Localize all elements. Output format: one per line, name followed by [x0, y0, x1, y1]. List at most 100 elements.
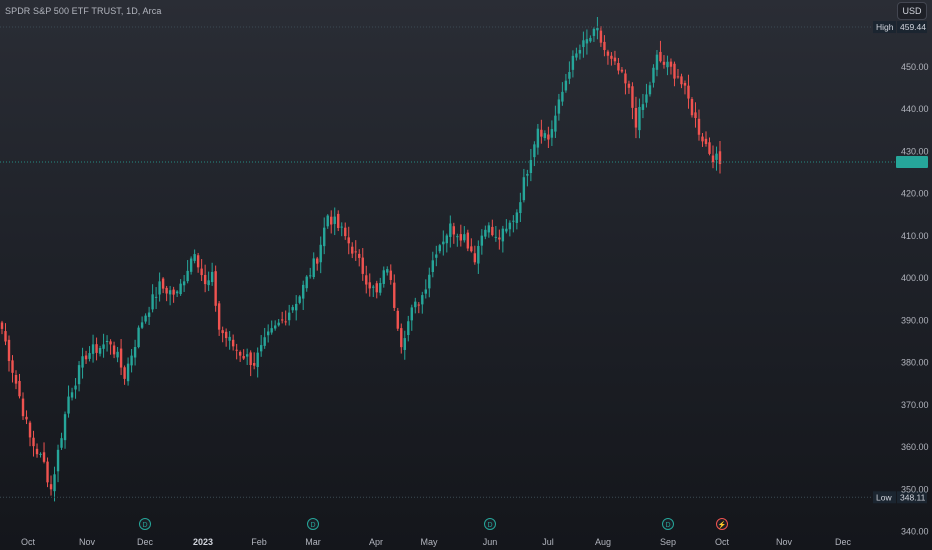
candlestick-series [0, 17, 722, 502]
candle-body [655, 54, 659, 70]
candle-body [596, 27, 599, 31]
event-marker-circle [716, 518, 728, 530]
candle [379, 277, 382, 296]
candle-body [515, 212, 519, 223]
candle [172, 286, 175, 303]
candle-body [519, 202, 522, 214]
candle-body [414, 301, 417, 308]
candle [53, 466, 56, 502]
candle-body [70, 392, 74, 398]
event-markers[interactable]: D D D D ⚡ [139, 518, 728, 530]
candle-body [42, 452, 46, 462]
candle-body [18, 380, 21, 397]
candle [326, 214, 329, 229]
candle [109, 339, 112, 355]
candle [91, 334, 95, 363]
currency-button[interactable]: USD [897, 2, 927, 20]
candle-body [28, 422, 32, 438]
candle-body [498, 237, 501, 240]
dividend-icon[interactable]: D [484, 518, 496, 530]
candle-body [291, 307, 294, 311]
candle [7, 335, 11, 372]
candle-body [648, 85, 652, 95]
candle [456, 233, 459, 247]
y-tick-label: 430.00 [901, 146, 929, 156]
candle-body [459, 234, 463, 241]
candle-body [295, 303, 298, 311]
candle [666, 55, 669, 76]
y-tick-label: 340.00 [901, 527, 929, 537]
y-tick-label: 440.00 [901, 104, 929, 114]
candle-body [501, 228, 505, 242]
candle [393, 274, 396, 311]
candle [463, 226, 466, 243]
lightning-icon[interactable]: ⚡ [716, 518, 728, 530]
candle [28, 420, 32, 447]
low-tag-label: Low [876, 492, 892, 502]
candle-body [687, 85, 690, 99]
candle-body [67, 396, 70, 414]
candle [46, 457, 49, 488]
candle [403, 330, 406, 360]
candle-body [102, 344, 105, 349]
candle-body [196, 255, 200, 268]
candle-body [14, 374, 18, 384]
candle [316, 256, 319, 271]
candle-body [161, 278, 165, 289]
y-tick-label: 450.00 [901, 62, 929, 72]
candle-body [298, 296, 301, 303]
candle [578, 44, 582, 60]
candle-body [245, 354, 249, 357]
candle [375, 280, 378, 299]
candle-body [673, 63, 676, 79]
candle [529, 148, 533, 182]
candle-body [361, 257, 364, 274]
candle [606, 49, 610, 65]
candle-body [238, 351, 242, 356]
candle [400, 323, 403, 354]
dividend-marker-circle [139, 518, 151, 530]
candle [407, 315, 410, 342]
candle-body [105, 340, 109, 342]
candle-body [309, 275, 312, 277]
candle-body [210, 271, 214, 283]
candle [49, 475, 53, 496]
candle [137, 325, 140, 349]
candle-body [662, 61, 666, 65]
price-level-lines: High 459.44 Low 348.11 [0, 21, 928, 504]
candle-body [578, 50, 582, 54]
candle [435, 245, 438, 267]
candle-body [259, 345, 263, 352]
candle [582, 31, 585, 58]
dividend-icon[interactable]: D [662, 518, 674, 530]
candle-body [273, 325, 277, 329]
dividend-icon[interactable]: D [307, 518, 319, 530]
price-axis[interactable]: 340.00 350.00 360.00 370.00 380.00 390.00 400.… [901, 62, 929, 537]
candle-body [288, 312, 291, 321]
candle [319, 236, 322, 274]
candle-body [624, 73, 627, 84]
candle-body [323, 227, 326, 247]
candle [259, 335, 263, 357]
candle [77, 361, 81, 392]
time-axis[interactable]: Oct Nov Dec 2023 Feb Mar Apr May Jun Jul Aug Sep Oct… [21, 537, 852, 547]
high-value-label: 459.44 [900, 22, 926, 32]
candle-body [172, 289, 175, 295]
candle [480, 229, 484, 255]
candle-body [715, 153, 718, 160]
candle-body [410, 307, 413, 321]
candle [673, 61, 676, 87]
x-tick-label: Mar [305, 537, 321, 547]
candle-body [39, 453, 42, 455]
dividend-marker-label: D [665, 522, 670, 529]
dividend-icon[interactable]: D [139, 518, 151, 530]
candle-body [641, 104, 645, 110]
dividend-marker-label: D [310, 522, 315, 529]
y-tick-label: 350.00 [901, 484, 929, 494]
high-value-bg [897, 21, 927, 34]
candle-body [221, 330, 224, 334]
candle [105, 335, 109, 352]
candle [701, 133, 704, 147]
candle [235, 343, 238, 360]
